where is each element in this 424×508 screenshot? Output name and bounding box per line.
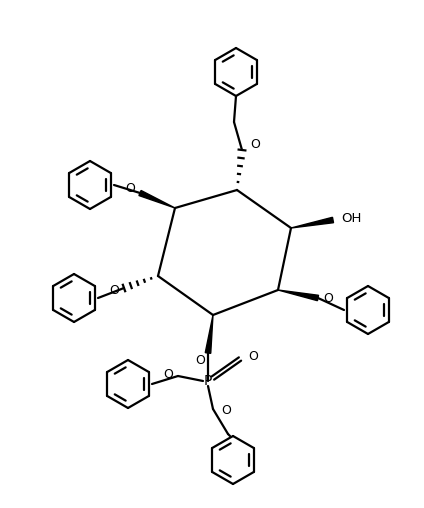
Polygon shape: [205, 315, 213, 354]
Polygon shape: [278, 290, 318, 301]
Text: O: O: [163, 367, 173, 380]
Text: O: O: [250, 138, 260, 150]
Polygon shape: [291, 217, 334, 228]
Polygon shape: [139, 190, 175, 208]
Text: O: O: [195, 354, 205, 366]
Text: OH: OH: [341, 211, 361, 225]
Text: O: O: [125, 182, 135, 196]
Text: O: O: [248, 351, 258, 364]
Text: P: P: [204, 374, 212, 388]
Text: O: O: [109, 283, 119, 297]
Text: O: O: [323, 292, 333, 304]
Text: O: O: [221, 404, 231, 418]
